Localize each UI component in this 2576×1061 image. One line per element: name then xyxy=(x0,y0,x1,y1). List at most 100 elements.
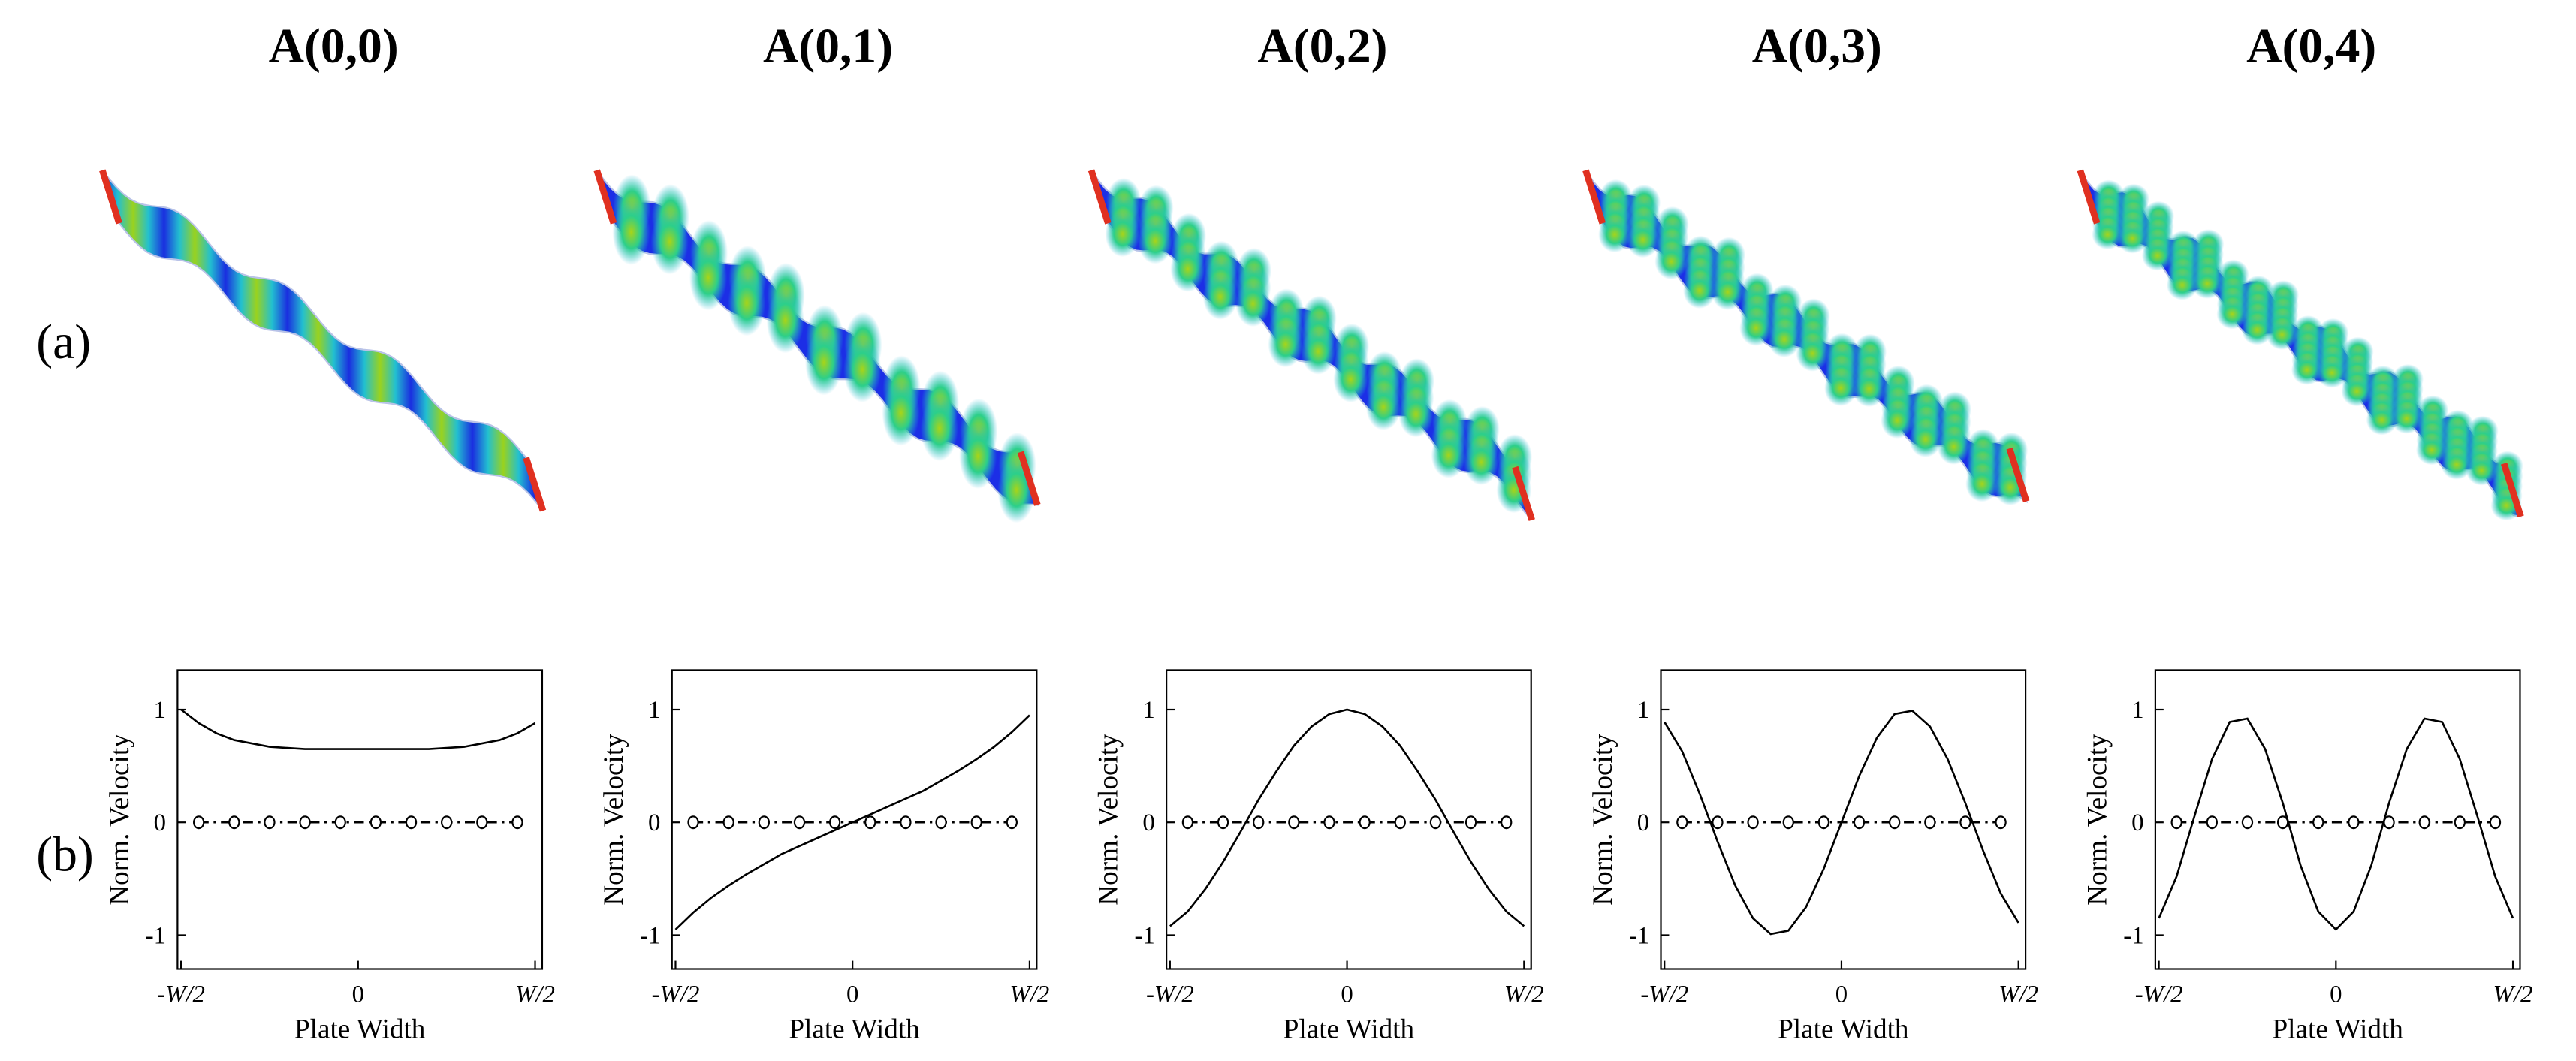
plate-edge xyxy=(99,169,122,225)
x-tick-label: W/2 xyxy=(1504,981,1544,1008)
mode-spot xyxy=(728,270,766,336)
y-axis-label: Norm. Velocity xyxy=(1588,734,1618,906)
mode-spot xyxy=(1202,273,1238,320)
series-marker xyxy=(970,815,982,830)
panel: A(0,4) -1 0 1 -W/2 0 W/2 Plate Width Norm. Veloc… xyxy=(2077,20,2533,1044)
y-tick-label: 1 xyxy=(1142,697,1154,724)
x-tick-label: W/2 xyxy=(2493,981,2533,1008)
mode-spot xyxy=(612,199,650,265)
mode-spot xyxy=(2166,270,2198,300)
mode-spot xyxy=(1852,370,1886,408)
series-line xyxy=(180,708,536,750)
y-axis-label: Norm. Velocity xyxy=(1093,734,1124,906)
series-marker xyxy=(2312,815,2324,830)
mode-spot xyxy=(2441,449,2472,480)
series-marker xyxy=(1464,815,1477,830)
panel-title: A(0,2) xyxy=(1257,20,1387,74)
mode-spot xyxy=(1683,272,1716,309)
series-marker xyxy=(1712,815,1724,830)
y-axis-label: Norm. Velocity xyxy=(599,734,629,906)
series-marker xyxy=(1217,815,1229,830)
x-tick-label: 0 xyxy=(1341,981,1353,1008)
y-tick-label: -1 xyxy=(1135,922,1155,949)
series-marker xyxy=(687,815,699,830)
series-marker xyxy=(1181,815,1194,830)
mode-spot xyxy=(1739,309,1773,346)
x-tick-label: W/2 xyxy=(1009,981,1049,1008)
y-tick-label: 0 xyxy=(1637,809,1649,836)
series-marker xyxy=(793,815,806,830)
y-tick-label: -1 xyxy=(640,922,660,949)
mode-spot xyxy=(1431,432,1467,478)
mode-spot xyxy=(2366,405,2398,436)
plate-edge xyxy=(1087,169,1112,225)
panels: A(0,0) -1 0 1 -W/2 0 W/2 Plate Width Norm. Veloc… xyxy=(99,20,2533,1044)
x-axis-label: Plate Width xyxy=(1778,1014,1909,1044)
series-marker xyxy=(1889,815,1901,830)
plate-edge xyxy=(2500,463,2524,518)
x-tick-label: -W/2 xyxy=(1640,981,1688,1008)
series-marker xyxy=(864,815,876,830)
series-marker xyxy=(2170,815,2182,830)
series-marker xyxy=(1782,815,1794,830)
mode-spot xyxy=(1105,210,1140,258)
mode-spot xyxy=(1170,246,1205,292)
series-marker xyxy=(2418,815,2430,830)
series-marker xyxy=(2383,815,2395,830)
row-label: (b) xyxy=(36,827,94,882)
series-marker xyxy=(405,815,418,830)
panel-title: A(0,3) xyxy=(1752,20,1882,74)
series-marker xyxy=(334,815,346,830)
series-line xyxy=(2158,717,2514,931)
y-tick-label: 1 xyxy=(2131,697,2143,724)
mode-spot xyxy=(1138,218,1173,264)
plate-edge xyxy=(1017,451,1041,506)
row-label: (a) xyxy=(36,315,91,369)
panel-title: A(0,4) xyxy=(2246,20,2376,74)
series-marker xyxy=(1676,815,1688,830)
mode-spot xyxy=(1937,428,1971,465)
mode-spot xyxy=(1767,321,1801,357)
series-marker xyxy=(1006,815,1018,830)
series-marker xyxy=(2206,815,2218,830)
y-tick-label: 0 xyxy=(1142,809,1154,836)
mode-spot xyxy=(1654,243,1688,280)
series-marker xyxy=(935,815,947,830)
mode-spot xyxy=(1333,356,1368,402)
series-marker xyxy=(1853,815,1866,830)
plate-edge xyxy=(593,169,617,225)
plot-frame xyxy=(176,669,544,970)
x-tick-label: 0 xyxy=(1835,981,1848,1008)
mode-spot xyxy=(766,287,804,354)
series-marker xyxy=(2489,815,2502,830)
mode-spot xyxy=(2291,354,2323,385)
mode-spot xyxy=(2116,223,2149,254)
series-marker xyxy=(2454,815,2466,830)
series-marker xyxy=(1429,815,1442,830)
series-line xyxy=(1169,708,1525,927)
mode-spot xyxy=(1301,328,1336,375)
mode-spot xyxy=(2316,357,2348,388)
mode-spot xyxy=(1398,391,1434,438)
x-tick-label: 0 xyxy=(846,981,858,1008)
plot-frame xyxy=(671,669,1038,970)
mode-spot xyxy=(2390,403,2423,434)
mode-spot xyxy=(882,380,920,446)
mode-spot xyxy=(2466,455,2498,486)
series-marker xyxy=(1817,815,1830,830)
y-tick-label: 0 xyxy=(2131,809,2143,836)
x-tick-label: 0 xyxy=(2330,981,2342,1008)
panel: A(0,0) -1 0 1 -W/2 0 W/2 Plate Width Norm. Veloc… xyxy=(99,20,555,1044)
x-tick-label: W/2 xyxy=(1998,981,2038,1008)
series-marker xyxy=(2241,815,2254,830)
y-tick-label: 0 xyxy=(648,809,660,836)
plot-frame xyxy=(1166,669,1532,970)
series-marker xyxy=(193,815,205,830)
mode-spot xyxy=(2216,299,2249,330)
y-tick-label: -1 xyxy=(146,922,166,949)
mode-spot xyxy=(1268,321,1303,368)
mode-spot xyxy=(1711,273,1745,310)
plot-frame xyxy=(2154,669,2521,970)
mode-spot xyxy=(1365,384,1401,430)
